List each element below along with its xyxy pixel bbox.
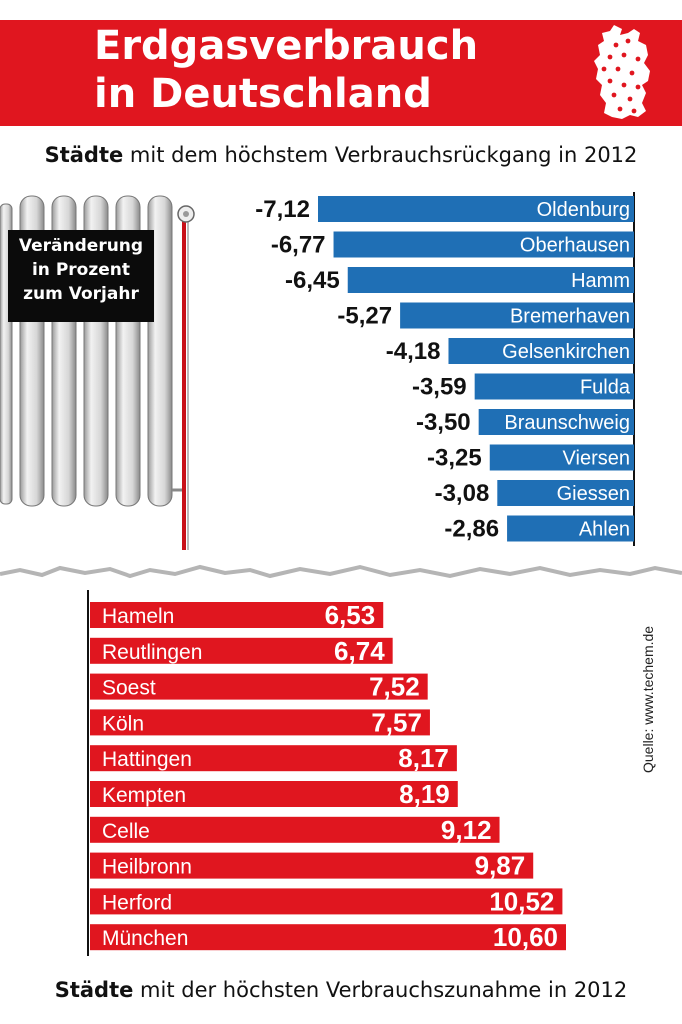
bottom-bar-value-label: 8,19 (399, 779, 450, 809)
top-bar-category-label: Braunschweig (504, 412, 630, 434)
legend-box: Veränderung in Prozent zum Vorjahr (8, 230, 154, 322)
bottom-bar-value-label: 10,52 (489, 886, 554, 916)
top-bar (489, 444, 634, 471)
top-bar-value-label: -5,27 (337, 303, 392, 330)
top-bar-value-label: -2,86 (444, 516, 499, 543)
bottom-bar-value-label: 6,74 (334, 636, 385, 666)
bottom-bar-value-label: 6,53 (325, 600, 376, 630)
top-bar-category-label: Fulda (580, 377, 631, 399)
top-bar-value-label: -6,45 (285, 267, 340, 294)
top-bar (474, 373, 634, 400)
top-bar (333, 231, 634, 258)
bottom-bar (90, 602, 384, 628)
top-bar (318, 196, 634, 222)
top-bar-value-label: -3,50 (416, 409, 471, 436)
top-bar-category-label: Hamm (571, 270, 630, 292)
torn-separator (0, 564, 682, 579)
bottom-bar-value-label: 9,12 (441, 815, 492, 845)
top-bar (478, 409, 634, 435)
top-bar (400, 302, 634, 329)
top-bar-category-label: Viersen (563, 448, 630, 470)
bottom-bar (90, 709, 430, 736)
bottom-bar (90, 888, 563, 915)
top-bar (497, 480, 634, 506)
bottom-bar (90, 673, 428, 700)
bottom-bar-category-label: Heilbronn (102, 856, 192, 879)
bottom-bar-category-label: Hattingen (102, 748, 192, 771)
top-bar-category-label: Ahlen (579, 519, 630, 541)
top-chart-subtitle: Städte mit dem höchstem Verbrauchsrückga… (44, 143, 638, 167)
bottom-chart: Hameln 6,53 Reutlingen 6,74 Soest 7,52 Köln 7,5… (87, 590, 566, 956)
top-bar-value-label: -7,12 (255, 196, 310, 223)
top-bar-category-label: Oberhausen (520, 235, 630, 257)
bottom-bar (90, 781, 458, 807)
top-bar (347, 267, 634, 293)
bottom-bar-category-label: Hameln (102, 605, 174, 628)
top-bar-value-label: -3,59 (412, 374, 467, 401)
top-bar-category-label: Bremerhaven (510, 306, 630, 328)
top-bar-category-label: Gelsenkirchen (502, 341, 630, 363)
bottom-bar-category-label: Reutlingen (102, 641, 202, 664)
page-title: Erdgasverbrauch in Deutschland (94, 22, 574, 118)
top-chart: Oldenburg -7,12 Oberhausen -6,77 Hamm -6,45 Br… (255, 192, 635, 546)
bottom-bar-value-label: 9,87 (475, 851, 526, 881)
bottom-bar-value-label: 8,17 (398, 743, 449, 773)
bottom-bar-category-label: München (102, 927, 188, 950)
bottom-bar-category-label: Celle (102, 820, 150, 843)
top-bar-value-label: -4,18 (386, 338, 441, 365)
top-bar-value-label: -6,77 (271, 232, 326, 259)
bottom-chart-subtitle: Städte mit der höchsten Verbrauchszunahm… (54, 978, 628, 1002)
top-bar-category-label: Oldenburg (537, 199, 630, 221)
bottom-bar-value-label: 10,60 (493, 922, 558, 952)
top-bar-value-label: -3,08 (435, 480, 490, 507)
header-banner (0, 20, 682, 126)
bottom-bar-category-label: Herford (102, 891, 172, 914)
bottom-bar (90, 745, 457, 772)
bottom-bar-value-label: 7,57 (371, 707, 422, 737)
bottom-bar (90, 852, 534, 879)
bottom-bar-value-label: 7,52 (369, 672, 420, 702)
bottom-bar-category-label: Soest (102, 677, 156, 700)
top-bar (448, 338, 634, 364)
bottom-bar (90, 637, 393, 664)
bottom-bar (90, 816, 500, 843)
title-line-2: in Deutschland (94, 71, 432, 117)
top-bar-value-label: -3,25 (427, 445, 482, 472)
bottom-bar-category-label: Kempten (102, 784, 186, 807)
legend-line-1: Veränderung (18, 236, 144, 256)
legend-line-2: in Prozent (31, 260, 131, 280)
legend-line-3: zum Vorjahr (23, 284, 139, 304)
germany-map-icon (594, 25, 650, 119)
top-bar-category-label: Giessen (557, 483, 630, 505)
title-line-1: Erdgasverbrauch (94, 23, 479, 69)
source-note: Quelle: www.techem.de (640, 625, 656, 773)
bottom-bar (90, 924, 566, 951)
top-bar (507, 515, 634, 542)
bottom-bar-category-label: Köln (102, 712, 144, 735)
